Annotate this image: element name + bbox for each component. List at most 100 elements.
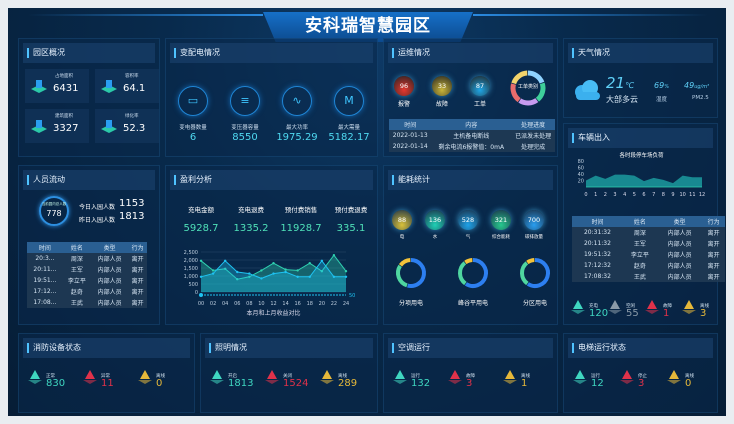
circle-value: 778 (46, 209, 62, 218)
series-area (201, 260, 346, 292)
table-row[interactable]: 17:12... 赵奇 内部人员 离开 (27, 286, 147, 297)
table-row[interactable]: 20:11... 王军 内部人员 离开 (27, 264, 147, 275)
power-label: 最大需量 (337, 125, 360, 131)
pm-unit: ug/m³ (694, 84, 710, 90)
y-tick-label: 80 (578, 159, 584, 165)
stat-text: 充电 120 (589, 303, 608, 319)
table-header: 时间 内容 处理进度 (389, 119, 555, 130)
stat-label: 空闲 (626, 304, 635, 309)
table-row[interactable]: 20:31:32 周深 内部人员 离开 (572, 227, 725, 238)
profit-label: 预付费销售 (284, 206, 318, 214)
dashboard: 安科瑞智慧园区 园区概况 占地面积 6431 容积率 64.1 建筑面积 3327 绿化率 5… (8, 8, 726, 416)
x-tick-label: 11 (689, 192, 695, 198)
x-tick-label: 9 (671, 192, 674, 198)
overview-value: 6431 (53, 83, 79, 94)
data-point (248, 275, 251, 278)
panel-title: 车辆出入 (568, 128, 713, 148)
energy-label: 综合能耗 (492, 235, 510, 240)
x-tick-label: 5 (633, 192, 636, 198)
table-cell: 19:51:32 (583, 251, 611, 258)
stat-value: 3 (700, 308, 707, 319)
overview-card: 绿化率 52.3 (95, 109, 159, 143)
x-tick-label: 16 (294, 301, 300, 307)
overview-label: 占地面积 (55, 74, 73, 79)
column-header: 时间 (572, 216, 623, 227)
y-tick-label: 500 (188, 282, 198, 288)
slider-handle[interactable] (199, 293, 203, 297)
table-cell: 李立平 (630, 252, 649, 259)
table-row[interactable]: 20:11:32 王军 内部人员 离开 (572, 238, 725, 249)
status-icon (319, 369, 335, 389)
table-cell: 离开 (131, 300, 144, 307)
table-cell: 内部人员 (97, 267, 122, 274)
stat-value: 830 (46, 378, 66, 389)
x-tick-label: 18 (307, 301, 313, 307)
profit-label: 充电退费 (238, 206, 264, 214)
stat-item: 离线 0 (666, 369, 694, 389)
table-row[interactable]: 17:08... 王武 内部人员 离开 (27, 297, 147, 308)
table-header: 时间 姓名 类型 行为 (27, 242, 147, 253)
building-icon (99, 117, 119, 139)
x-tick-label: 7 (652, 192, 655, 198)
table-cell: 内部人员 (667, 230, 692, 237)
table-row[interactable]: 19:51... 李立平 内部人员 离开 (27, 275, 147, 286)
x-tick-label: 12 (699, 192, 705, 198)
data-point (344, 275, 348, 278)
energy-label: 电 (399, 235, 405, 240)
data-point (284, 270, 287, 274)
stat-item: 关闭 1524 (264, 369, 308, 389)
stat-item: 异常 11 (82, 369, 114, 389)
overview-value: 64.1 (123, 83, 146, 94)
table-row[interactable]: 17:08:32 王武 内部人员 离开 (572, 271, 725, 282)
status-icon (209, 369, 225, 389)
people-table: 时间 姓名 类型 行为 20:3... 周深 内部人员 离开 20:11... 王军 内部人员 离开 1… (27, 242, 147, 308)
y-tick-label: 0 (195, 290, 198, 296)
stat-label: 离线 (156, 374, 165, 379)
stat-item: 正常 830 (27, 369, 65, 389)
stat-value: 1 (663, 308, 670, 319)
panel-title: 照明情况 (205, 338, 373, 358)
data-point (272, 272, 275, 275)
table-cell: 20:11:32 (583, 240, 611, 247)
building-icon (99, 77, 119, 99)
chart-title: 各时段停车场负荷 (619, 153, 664, 159)
overview-value: 52.3 (123, 123, 146, 134)
y-tick-label: 1,500 (184, 266, 198, 272)
data-point (211, 269, 215, 272)
stat-text: 关闭 1524 (283, 373, 308, 389)
panel-title: 消防设备状态 (23, 338, 190, 358)
data-point (236, 278, 239, 281)
donut-label: 工单类别 (517, 84, 538, 90)
table-cell: 已派发未处理 (515, 133, 552, 140)
energy-donut (520, 258, 550, 288)
profit-value: 335.1 (336, 223, 366, 234)
table-row[interactable]: 2022-01-13 主机备电断线 已派发未处理 (389, 130, 555, 141)
cloud-icon (575, 80, 600, 100)
ops-2-gauge: 87 (470, 76, 490, 96)
stat-item: 开启 1813 (209, 369, 253, 389)
table-cell: 离开 (131, 256, 144, 263)
donut-segment (535, 82, 546, 102)
stat-text: 故障 3 (466, 373, 475, 389)
table-row[interactable]: 19:51:32 李立平 内部人员 离开 (572, 249, 725, 260)
table-row[interactable]: 20:3... 周深 内部人员 离开 (27, 253, 147, 264)
donut-segment (520, 261, 529, 286)
profit-line-chart: 0 500 1,000 1,500 2,000 2,500 50 00 02 04 06 08 10 12… (184, 250, 356, 317)
table-cell: 离开 (707, 263, 720, 270)
stat-text: 空闲 55 (626, 303, 639, 319)
energy-gauge: 136 (425, 210, 445, 230)
ops-label: 工单 (473, 101, 486, 108)
ops-panel: 运维情况 96 报警 33 故障 87 工单 工单类别 时间 内容 处理进度 2022-01-1… (383, 38, 558, 157)
x-tick-label: 22 (331, 301, 337, 307)
stat-text: 离线 1 (521, 373, 530, 389)
ops-table: 时间 内容 处理进度 2022-01-13 主机备电断线 已派发未处理 2022-01-14… (389, 119, 555, 152)
table-cell: 17:12... (33, 288, 57, 295)
energy-label: 水 (432, 235, 438, 240)
table-row[interactable]: 17:12:32 赵奇 内部人员 离开 (572, 260, 725, 271)
table-cell: 内部人员 (97, 289, 122, 296)
table-row[interactable]: 2022-01-14 剩余电流6报警值：0mA 处理完成 (389, 141, 555, 152)
x-tick-label: 3 (613, 192, 616, 198)
stat-text: 离线 0 (156, 373, 165, 389)
status-icon (82, 369, 98, 389)
profit-panel: 盈利分析 充电金额 5928.7 充电退费 1335.2 预付费销售 11928.7 预付费… (165, 165, 378, 325)
